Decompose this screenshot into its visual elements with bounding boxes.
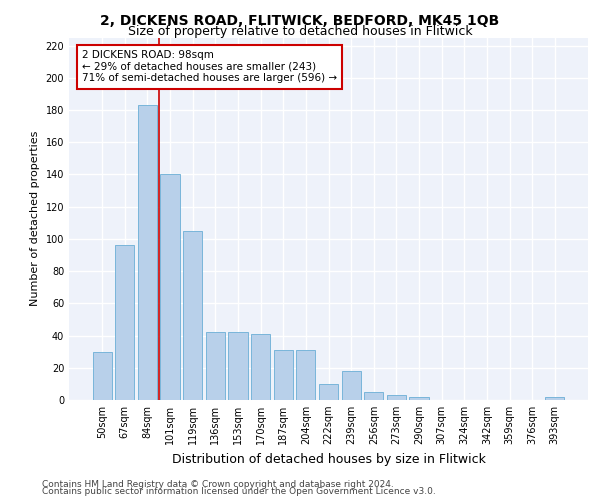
Bar	[229, 332, 248, 400]
Bar	[364, 392, 383, 400]
Bar	[160, 174, 180, 400]
Bar	[138, 105, 157, 400]
Bar	[387, 395, 406, 400]
Y-axis label: Number of detached properties: Number of detached properties	[30, 131, 40, 306]
Bar	[409, 397, 428, 400]
Bar	[545, 397, 565, 400]
Bar	[274, 350, 293, 400]
Bar	[115, 246, 134, 400]
Bar	[296, 350, 316, 400]
Text: Contains HM Land Registry data © Crown copyright and database right 2024.: Contains HM Land Registry data © Crown c…	[42, 480, 394, 489]
Bar	[183, 231, 202, 400]
Bar	[319, 384, 338, 400]
Bar	[92, 352, 112, 400]
Bar	[206, 332, 225, 400]
Text: Size of property relative to detached houses in Flitwick: Size of property relative to detached ho…	[128, 25, 472, 38]
Text: Contains public sector information licensed under the Open Government Licence v3: Contains public sector information licen…	[42, 487, 436, 496]
Bar	[251, 334, 270, 400]
X-axis label: Distribution of detached houses by size in Flitwick: Distribution of detached houses by size …	[172, 452, 485, 466]
Text: 2 DICKENS ROAD: 98sqm
← 29% of detached houses are smaller (243)
71% of semi-det: 2 DICKENS ROAD: 98sqm ← 29% of detached …	[82, 50, 337, 84]
Bar	[341, 371, 361, 400]
Text: 2, DICKENS ROAD, FLITWICK, BEDFORD, MK45 1QB: 2, DICKENS ROAD, FLITWICK, BEDFORD, MK45…	[100, 14, 500, 28]
